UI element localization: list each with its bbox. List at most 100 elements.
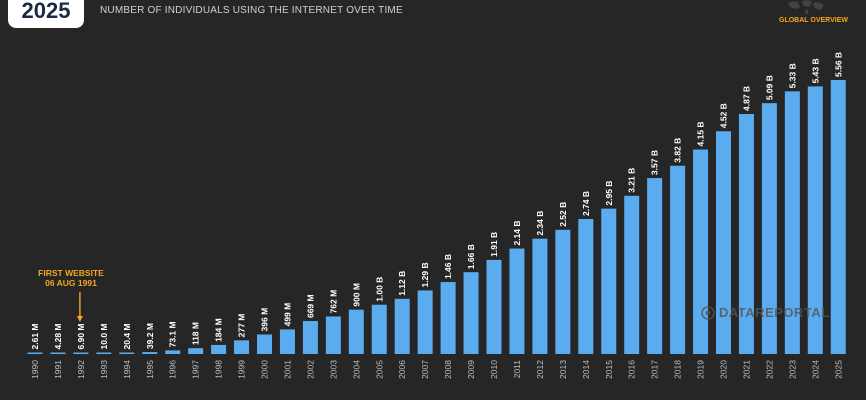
value-label-1995: 39.2 M xyxy=(145,323,155,349)
value-label-2004: 900 M xyxy=(351,283,361,307)
value-label-2008: 1.46 B xyxy=(443,254,453,279)
value-label-2024: 5.43 B xyxy=(810,58,820,83)
year-tick-2018: 2018 xyxy=(673,360,683,379)
value-label-2000: 396 M xyxy=(260,308,270,332)
year-tick-2024: 2024 xyxy=(810,360,820,379)
year-tick-2006: 2006 xyxy=(397,360,407,379)
bar-1991 xyxy=(50,352,66,354)
year-tick-2022: 2022 xyxy=(764,360,774,379)
year-tick-2007: 2007 xyxy=(420,360,430,379)
value-label-2021: 4.87 B xyxy=(741,86,751,111)
year-tick-2012: 2012 xyxy=(535,360,545,379)
year-tick-2016: 2016 xyxy=(627,360,637,379)
bar-2014 xyxy=(578,218,594,354)
bar-2009 xyxy=(463,272,479,354)
value-label-2009: 1.66 B xyxy=(466,244,476,269)
value-label-2007: 1.29 B xyxy=(420,262,430,287)
bar-2002 xyxy=(302,321,318,354)
year-tick-2005: 2005 xyxy=(374,360,384,379)
value-label-2014: 2.74 B xyxy=(581,191,591,216)
watermark-text: DATAREPORTAL xyxy=(719,305,830,320)
bar-1993 xyxy=(96,352,112,354)
year-tick-2021: 2021 xyxy=(741,360,751,379)
bar-1990 xyxy=(27,352,43,354)
value-label-1992: 6.90 M xyxy=(76,324,86,350)
value-label-2017: 3.57 B xyxy=(650,150,660,175)
region-label: GLOBAL OVERVIEW xyxy=(779,17,848,24)
value-label-2023: 5.33 B xyxy=(787,63,797,88)
year-tick-1991: 1991 xyxy=(53,360,63,379)
value-label-2015: 2.95 B xyxy=(604,181,614,206)
report-year-badge: 2025 xyxy=(8,0,84,28)
value-label-1994: 20.4 M xyxy=(122,324,132,350)
value-label-2005: 1.00 B xyxy=(374,277,384,302)
year-tick-1997: 1997 xyxy=(191,360,201,379)
year-tick-2003: 2003 xyxy=(328,360,338,379)
chart-subtitle: NUMBER OF INDIVIDUALS USING THE INTERNET… xyxy=(100,5,403,16)
value-label-2002: 669 M xyxy=(305,294,315,318)
bar-2011 xyxy=(509,248,525,354)
year-tick-1993: 1993 xyxy=(99,360,109,379)
value-label-2020: 4.52 B xyxy=(719,103,729,128)
bar-2005 xyxy=(371,304,387,354)
bar-1996 xyxy=(165,350,181,354)
year-tick-2002: 2002 xyxy=(305,360,315,379)
bar-2022 xyxy=(761,103,777,354)
year-tick-1999: 1999 xyxy=(237,360,247,379)
bar-1998 xyxy=(211,344,227,354)
year-tick-2014: 2014 xyxy=(581,360,591,379)
bar-2008 xyxy=(440,282,456,354)
bar-1997 xyxy=(188,348,204,354)
bar-2010 xyxy=(486,259,502,354)
year-tick-1990: 1990 xyxy=(30,360,40,379)
bar-1992 xyxy=(73,352,89,354)
year-tick-2008: 2008 xyxy=(443,360,453,379)
datareportal-watermark: DATAREPORTAL xyxy=(701,305,830,320)
year-tick-2020: 2020 xyxy=(719,360,729,379)
datareportal-logo-icon xyxy=(701,305,715,320)
value-label-2001: 499 M xyxy=(282,303,292,327)
bar-2000 xyxy=(257,334,272,354)
year-tick-2015: 2015 xyxy=(604,360,614,379)
year-tick-2009: 2009 xyxy=(466,360,476,379)
bar-2021 xyxy=(738,114,754,354)
year-tick-2017: 2017 xyxy=(650,360,660,379)
year-tick-2000: 2000 xyxy=(260,360,270,379)
bar-2020 xyxy=(716,131,731,354)
year-tick-2025: 2025 xyxy=(833,360,843,379)
bar-2023 xyxy=(784,91,800,354)
year-tick-2011: 2011 xyxy=(512,360,522,379)
value-label-1990: 2.61 M xyxy=(30,324,40,350)
bar-2004 xyxy=(348,309,364,354)
value-label-1996: 73.1 M xyxy=(168,321,178,347)
value-label-2013: 2.52 B xyxy=(558,202,568,227)
year-tick-1994: 1994 xyxy=(122,360,132,379)
bar-1995 xyxy=(142,352,158,354)
bar-2007 xyxy=(417,290,433,354)
year-tick-2004: 2004 xyxy=(351,360,361,379)
bar-2013 xyxy=(555,229,571,354)
year-tick-2019: 2019 xyxy=(696,360,706,379)
value-label-2011: 2.14 B xyxy=(512,220,522,245)
value-label-1991: 4.28 M xyxy=(53,324,63,350)
year-tick-2010: 2010 xyxy=(489,360,499,379)
value-label-1999: 277 M xyxy=(237,314,247,338)
year-tick-1998: 1998 xyxy=(214,360,224,379)
bar-2019 xyxy=(693,149,709,354)
year-tick-2001: 2001 xyxy=(282,360,292,379)
annotation-title: FIRST WEBSITE xyxy=(38,268,104,278)
year-tick-1995: 1995 xyxy=(145,360,155,379)
annotation-arrow-head xyxy=(76,316,83,322)
bar-2001 xyxy=(279,329,295,354)
world-map-icon xyxy=(788,0,824,15)
value-label-2018: 3.82 B xyxy=(673,138,683,163)
year-tick-2013: 2013 xyxy=(558,360,568,379)
bar-2017 xyxy=(647,178,663,354)
bar-2015 xyxy=(601,208,617,354)
bar-2012 xyxy=(532,238,548,354)
year-tick-2023: 2023 xyxy=(787,360,797,379)
bar-2025 xyxy=(830,80,846,354)
bar-2018 xyxy=(670,165,686,354)
bar-2016 xyxy=(624,195,640,354)
